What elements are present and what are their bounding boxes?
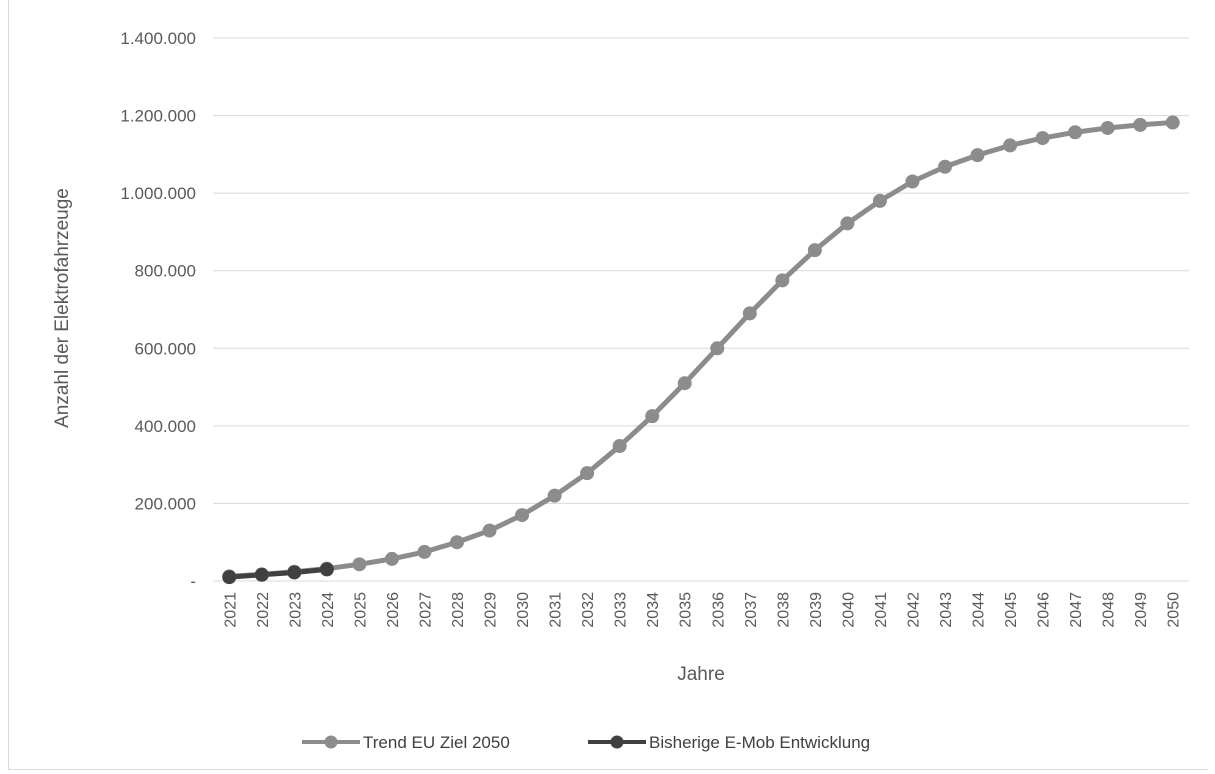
- y-tick-label: -: [190, 572, 196, 591]
- x-tick-label: 2044: [971, 592, 988, 628]
- x-tick-label: 2037: [743, 592, 760, 628]
- x-tick-label: 2029: [483, 592, 500, 628]
- x-tick-label: 2022: [255, 592, 272, 628]
- y-tick-label: 1.400.000: [120, 29, 196, 48]
- x-tick-label: 2046: [1036, 592, 1053, 628]
- x-tick-label: 2048: [1101, 592, 1118, 628]
- x-tick-label: 2039: [808, 592, 825, 628]
- gridlines: [213, 37, 1189, 582]
- legend-label-trend: Trend EU Ziel 2050: [363, 733, 510, 752]
- x-axis-title: Jahre: [677, 664, 725, 685]
- legend-item-bisherige: Bisherige E-Mob Entwicklung: [588, 733, 870, 752]
- data-point: [352, 557, 367, 572]
- data-point: [807, 243, 822, 258]
- y-tick-label: 200.000: [135, 494, 196, 513]
- data-point: [482, 523, 497, 538]
- y-tick-label: 800.000: [135, 262, 196, 281]
- x-tick-label: 2034: [645, 592, 662, 628]
- x-tick-label: 2026: [385, 592, 402, 628]
- data-point: [645, 409, 660, 424]
- y-tick-label: 1.200.000: [120, 107, 196, 126]
- data-point: [775, 273, 790, 288]
- data-point: [872, 193, 887, 208]
- data-point: [938, 159, 952, 174]
- x-tick-label: 2021: [222, 592, 239, 628]
- x-tick-label: 2028: [450, 592, 467, 628]
- x-tick-label: 2025: [352, 592, 369, 628]
- x-tick-label: 2049: [1133, 592, 1150, 628]
- legend-label-bisherige: Bisherige E-Mob Entwicklung: [649, 733, 870, 752]
- data-point: [547, 488, 562, 503]
- data-point: [1003, 138, 1018, 153]
- data-point: [384, 551, 399, 566]
- data-point: [222, 570, 237, 585]
- x-tick-label: 2027: [417, 592, 434, 628]
- data-point: [515, 508, 530, 523]
- series-lines: [226, 120, 1176, 580]
- data-point: [742, 306, 757, 321]
- data-point: [1035, 131, 1050, 146]
- legend: Trend EU Ziel 2050 Bisherige E-Mob Entwi…: [302, 733, 870, 752]
- x-tick-label: 2032: [580, 592, 597, 628]
- data-point: [840, 216, 855, 231]
- x-tick-label: 2040: [840, 592, 857, 628]
- x-tick-label: 2031: [548, 592, 565, 628]
- x-tick-label: 2023: [287, 592, 304, 628]
- y-tick-label: 1.000.000: [120, 184, 196, 203]
- data-point: [450, 535, 464, 550]
- x-tick-label: 2043: [938, 592, 955, 628]
- x-tick-label: 2041: [873, 592, 890, 628]
- series-line-1: [226, 566, 330, 580]
- data-point: [970, 148, 985, 163]
- data-point: [1068, 125, 1083, 140]
- chart-frame: [8, 0, 1208, 770]
- x-tick-label: 2035: [678, 592, 695, 628]
- data-point: [319, 562, 334, 577]
- data-point: [580, 466, 595, 481]
- data-point: [905, 174, 920, 189]
- y-tick-label: 600.000: [135, 339, 196, 358]
- x-tick-label: 2050: [1166, 592, 1183, 628]
- x-tick-label: 2033: [613, 592, 630, 628]
- y-axis-title: Anzahl der Elektrofahrzeuge: [52, 188, 73, 428]
- data-point: [612, 439, 627, 454]
- x-axis-tick-labels: 2021 2022 2023 2024 2025 2026 2027 2028 2029 2030…: [222, 592, 1182, 628]
- data-point: [1133, 117, 1148, 132]
- x-tick-label: 2030: [515, 592, 532, 628]
- data-point: [287, 565, 302, 580]
- x-tick-label: 2045: [1003, 592, 1020, 628]
- data-point: [677, 376, 692, 391]
- data-point: [710, 341, 725, 356]
- x-tick-label: 2036: [710, 592, 727, 628]
- series-points: [222, 115, 1180, 585]
- x-tick-label: 2024: [320, 592, 337, 628]
- legend-item-trend: Trend EU Ziel 2050: [302, 733, 510, 752]
- data-point: [254, 567, 269, 582]
- x-tick-label: 2047: [1068, 592, 1085, 628]
- y-axis-tick-labels: - 200.000 400.000 600.000 800.000 1.000.000 1.…: [120, 29, 196, 591]
- data-point: [1165, 115, 1180, 130]
- x-tick-label: 2038: [775, 592, 792, 628]
- data-point: [1100, 120, 1115, 135]
- data-point: [417, 544, 432, 559]
- x-tick-label: 2042: [905, 592, 922, 628]
- y-tick-label: 400.000: [135, 417, 196, 436]
- series-line-0: [226, 120, 1176, 579]
